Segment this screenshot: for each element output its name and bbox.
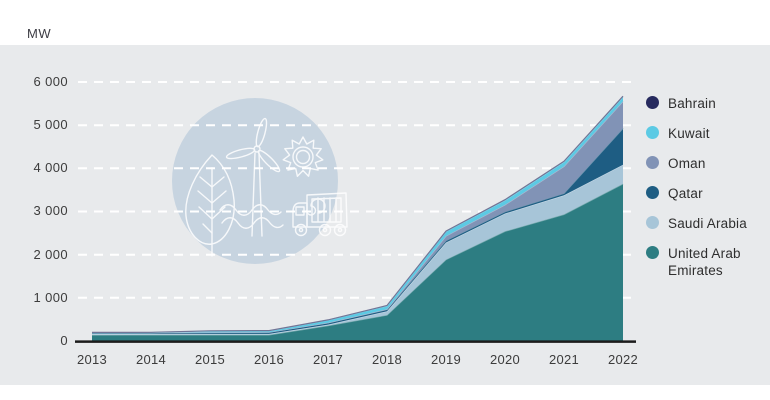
- legend-item-qatar: Qatar: [646, 185, 764, 202]
- legend-item-saudi-arabia: Saudi Arabia: [646, 215, 764, 232]
- y-tick-label: 3 000: [33, 203, 68, 219]
- x-tick-label: 2015: [194, 352, 226, 367]
- legend-label: Saudi Arabia: [668, 216, 747, 231]
- x-tick-label: 2018: [371, 352, 403, 367]
- x-tick-label: 2021: [548, 352, 580, 367]
- x-tick-label: 2020: [489, 352, 521, 367]
- sun-icon: [282, 136, 324, 177]
- legend-item-bahrain: Bahrain: [646, 95, 764, 112]
- legend-swatch: [646, 186, 659, 199]
- x-tick-label: 2022: [607, 352, 639, 367]
- legend-swatch: [646, 96, 659, 109]
- legend-swatch: [646, 126, 659, 139]
- x-tick-label: 2019: [430, 352, 462, 367]
- y-tick-label: 1 000: [33, 289, 68, 305]
- legend-label: Kuwait: [668, 126, 710, 141]
- y-tick-label: 5 000: [33, 117, 68, 133]
- y-tick-label: 2 000: [33, 246, 68, 262]
- y-tick-label: 4 000: [33, 160, 68, 176]
- x-tick-label: 2017: [312, 352, 344, 367]
- y-axis-unit-label: MW: [27, 26, 52, 41]
- legend-label: Oman: [668, 156, 706, 171]
- legend-item-oman: Oman: [646, 155, 764, 172]
- y-tick-label: 6 000: [33, 73, 68, 89]
- legend-swatch: [646, 216, 659, 229]
- chart-legend: Bahrain Kuwait Oman Qatar Saudi Arabia United…: [646, 95, 764, 279]
- legend-label: Qatar: [668, 186, 703, 201]
- wind-turbine-icon: [251, 152, 263, 237]
- x-tick-label: 2013: [76, 352, 108, 367]
- area-series-group: [91, 95, 624, 341]
- legend-item-kuwait: Kuwait: [646, 125, 764, 142]
- x-tick-label: 2016: [253, 352, 285, 367]
- area-series-united-arab-emirates: [92, 183, 623, 341]
- waves-icon: [219, 204, 282, 216]
- legend-label: Bahrain: [668, 96, 716, 111]
- x-tick-label: 2014: [135, 352, 167, 367]
- sustainability-icons-illustration: [172, 98, 348, 264]
- legend-label: United Arab Emirates: [668, 246, 741, 278]
- legend-swatch: [646, 156, 659, 169]
- y-tick-label: 0: [60, 333, 68, 348]
- legend-item-united-arab-emirates: United Arab Emirates: [646, 245, 764, 279]
- legend-swatch: [646, 246, 659, 259]
